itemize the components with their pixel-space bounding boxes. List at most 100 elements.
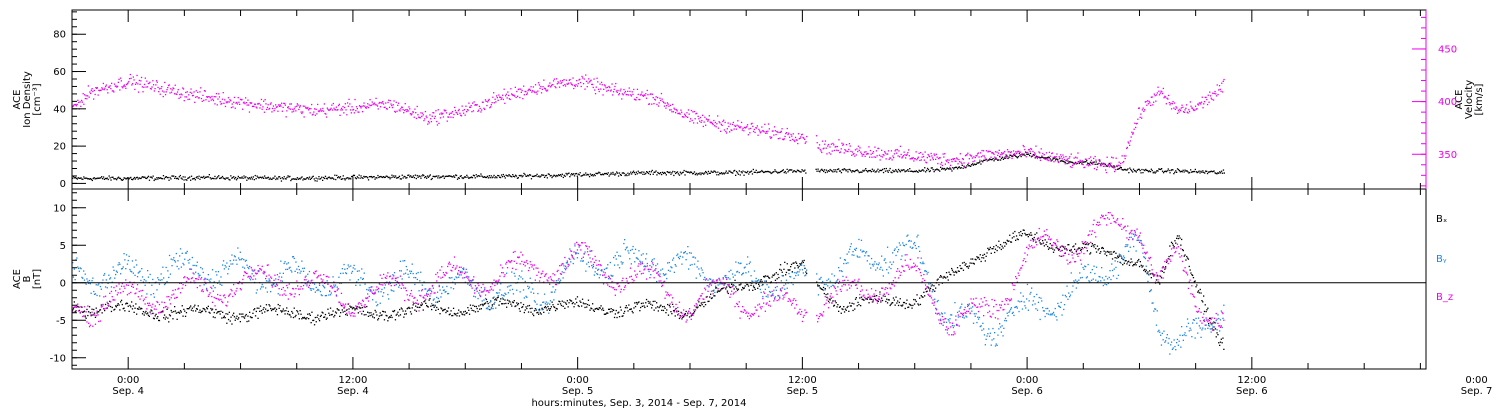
- velocity-point: [564, 83, 566, 86]
- density-point: [1123, 168, 1125, 171]
- bx-point: [1051, 244, 1053, 246]
- density-point: [483, 176, 485, 178]
- density-point: [359, 177, 361, 179]
- velocity-point: [302, 105, 304, 107]
- by-point: [580, 260, 582, 262]
- density-point: [520, 174, 522, 177]
- velocity-point: [854, 155, 856, 157]
- by-point: [195, 271, 197, 273]
- density-point: [733, 170, 735, 172]
- bx-point: [842, 308, 844, 311]
- density-point: [447, 175, 449, 177]
- velocity-point: [447, 116, 449, 118]
- velocity-point: [256, 107, 258, 109]
- bx-point: [926, 290, 928, 292]
- density-point: [661, 171, 664, 173]
- velocity-point: [477, 110, 479, 112]
- velocity-point: [218, 96, 221, 98]
- velocity-point: [395, 101, 397, 103]
- velocity-point: [331, 109, 334, 111]
- by-point: [119, 263, 121, 265]
- velocity-point: [729, 131, 731, 133]
- density-point: [370, 175, 372, 178]
- by-point: [750, 275, 752, 277]
- velocity-point: [448, 113, 451, 116]
- velocity-point: [1147, 100, 1149, 102]
- velocity-point: [520, 91, 522, 93]
- velocity-point: [1004, 156, 1006, 158]
- density-point: [724, 172, 726, 174]
- velocity-point: [358, 105, 361, 107]
- by-point: [512, 293, 515, 295]
- density-point: [666, 171, 668, 173]
- velocity-point: [159, 93, 161, 95]
- density-point: [636, 173, 638, 175]
- by-point: [540, 304, 542, 306]
- density-point: [878, 171, 880, 173]
- bx-point: [1061, 249, 1063, 252]
- by-point: [110, 286, 113, 288]
- bx-point: [600, 305, 602, 307]
- velocity-point: [851, 154, 853, 156]
- by-point: [522, 289, 525, 291]
- velocity-point: [932, 157, 934, 159]
- density-point: [721, 173, 724, 175]
- velocity-point: [662, 100, 664, 103]
- bx-point: [1030, 232, 1032, 234]
- velocity-point: [904, 154, 906, 156]
- density-point: [330, 177, 332, 180]
- velocity-point: [949, 164, 952, 166]
- velocity-point: [229, 99, 231, 101]
- by-point: [762, 295, 764, 298]
- bx-point: [100, 304, 102, 306]
- bx-point: [515, 305, 517, 307]
- by-point: [463, 267, 465, 269]
- by-point: [505, 293, 507, 295]
- density-point: [181, 178, 183, 180]
- density-point: [379, 176, 381, 178]
- by-point: [736, 270, 739, 273]
- velocity-point: [828, 152, 830, 154]
- by-point: [747, 271, 750, 273]
- velocity-point: [580, 85, 582, 88]
- velocity-point: [242, 102, 245, 104]
- bx-point: [447, 310, 449, 312]
- density-point: [994, 158, 996, 160]
- velocity-point: [235, 102, 237, 104]
- velocity-point: [84, 97, 86, 100]
- velocity-point: [301, 112, 303, 115]
- velocity-point: [972, 161, 974, 163]
- density-point: [712, 171, 714, 173]
- by-point: [684, 251, 686, 253]
- bx-point: [781, 271, 783, 273]
- by-point: [247, 266, 249, 268]
- bx-point: [1089, 253, 1091, 255]
- bx-point: [790, 263, 793, 266]
- velocity-point: [693, 122, 695, 124]
- bx-point: [1149, 270, 1151, 272]
- bx-point: [767, 275, 769, 277]
- by-point: [352, 267, 354, 269]
- velocity-point: [391, 104, 393, 107]
- bx-point: [1010, 241, 1013, 243]
- density-point: [451, 176, 453, 178]
- density-point: [144, 176, 146, 178]
- by-point: [449, 277, 451, 279]
- bx-point: [252, 312, 254, 314]
- velocity-point: [1158, 94, 1161, 96]
- density-point: [677, 173, 680, 175]
- bx-point: [1015, 235, 1018, 237]
- velocity-point: [691, 119, 693, 122]
- velocity-point: [579, 81, 582, 84]
- bx-point: [420, 304, 422, 306]
- density-point: [1128, 172, 1130, 174]
- bx-point: [702, 301, 704, 304]
- density-point: [287, 175, 289, 177]
- by-point: [546, 303, 548, 306]
- density-point: [408, 174, 410, 176]
- velocity-point: [782, 139, 785, 141]
- by-point: [341, 268, 343, 270]
- density-point: [541, 174, 543, 176]
- bx-point: [77, 305, 79, 308]
- by-point: [388, 298, 390, 300]
